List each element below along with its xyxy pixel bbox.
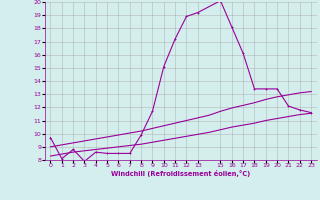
X-axis label: Windchill (Refroidissement éolien,°C): Windchill (Refroidissement éolien,°C) <box>111 170 251 177</box>
